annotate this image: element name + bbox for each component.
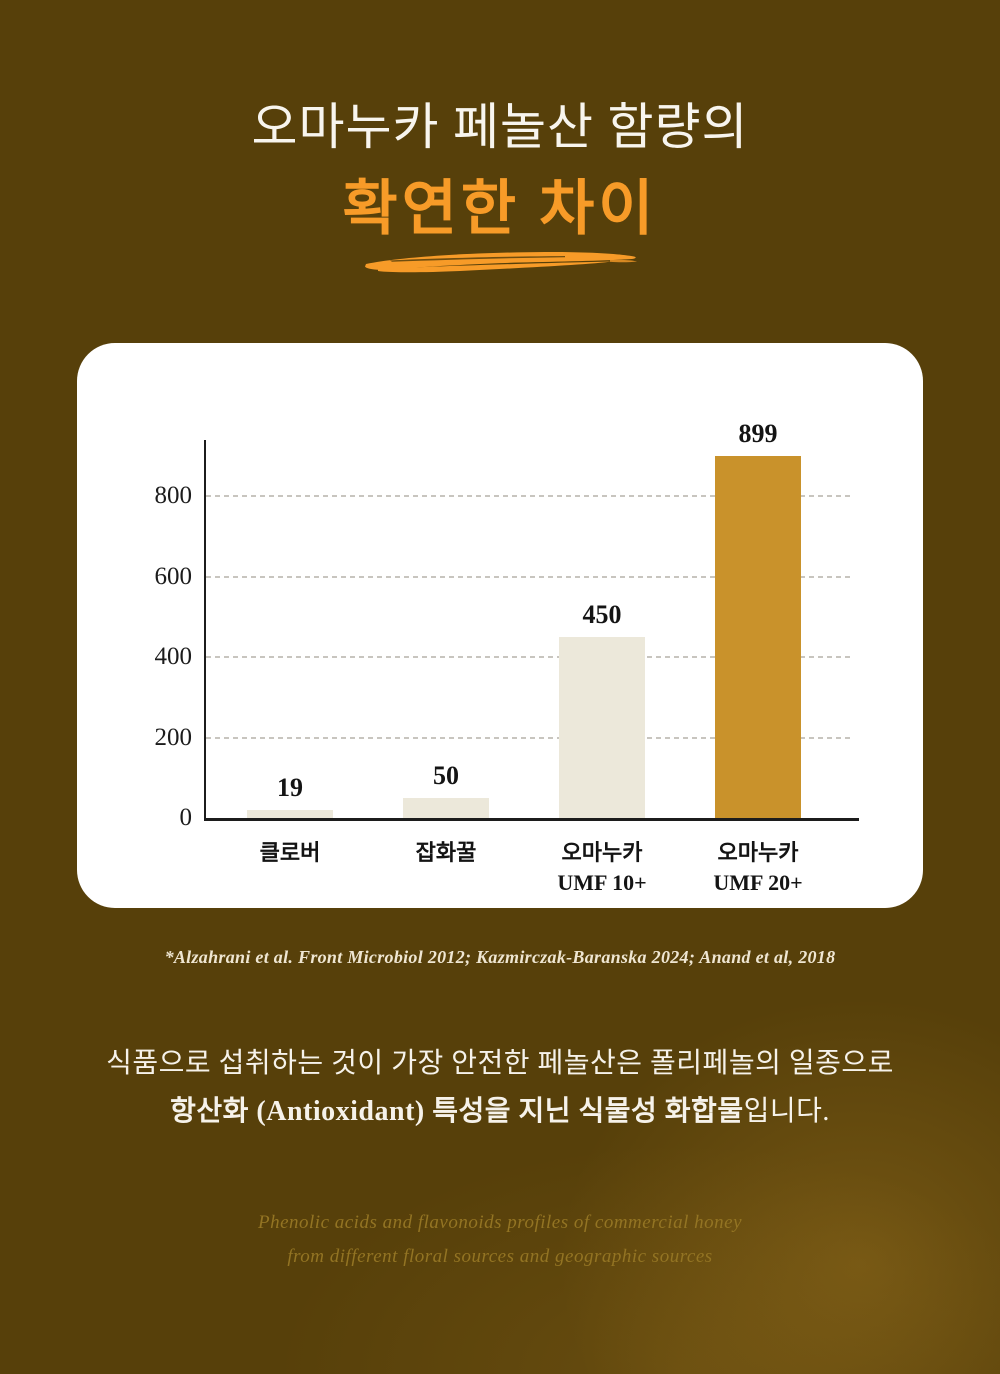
x-axis-line	[204, 818, 859, 821]
y-tick-label-0: 0	[179, 804, 193, 831]
x-category-label-3: 오마누카 UMF 10+	[517, 838, 687, 898]
footnote-line2: from different floral sources and geogra…	[287, 1246, 713, 1267]
footnote-line1: Phenolic acids and flavonoids profiles o…	[257, 1212, 743, 1233]
y-axis-line	[204, 440, 206, 821]
body-text-regular-segment: 입니다.	[743, 1096, 830, 1127]
x-category-label-line: UMF 10+	[557, 870, 647, 895]
bar-value-label-2: 50	[433, 760, 459, 790]
y-tick-label-800: 800	[154, 482, 193, 510]
gridline-800	[206, 495, 853, 498]
y-tick-label-600: 600	[154, 562, 193, 590]
bar-chart: 0 200 400 600 800 19 클로버 50 잡화꿀 450 오마누카 UMF 10+ 899…	[77, 343, 923, 908]
bar-1	[247, 810, 333, 818]
chart-card: 0 200 400 600 800 19 클로버 50 잡화꿀 450 오마누카 UMF 10+ 899…	[77, 343, 923, 908]
x-category-label-line: UMF 20+	[713, 870, 803, 895]
gridline-400	[206, 656, 853, 659]
y-tick-label-400: 400	[154, 643, 193, 671]
body-text-bold-segment: 항산화 (Antioxidant) 특성을 지닌 식물성 화합물	[170, 1096, 744, 1127]
x-category-label-line: 오마누카	[717, 840, 799, 865]
footnote-text: Phenolic acids and flavonoids profiles o…	[0, 1206, 1000, 1274]
bar-3	[559, 637, 645, 818]
bar-value-label-1: 19	[277, 773, 303, 803]
x-category-label-line: 오마누카	[561, 840, 643, 865]
body-text-line1: 식품으로 섭취하는 것이 가장 안전한 페놀산은 폴리페놀의 일종으로	[106, 1048, 894, 1079]
gridline-200	[206, 736, 853, 739]
x-category-label-line: 클로버	[259, 840, 321, 865]
bar-value-label-4: 899	[738, 419, 778, 449]
x-category-label-line: 잡화꿀	[415, 840, 477, 865]
y-tick-label-200: 200	[154, 723, 193, 751]
citation-text: *Alzahrani et al. Front Microbiol 2012; …	[164, 947, 836, 967]
x-category-label-2: 잡화꿀	[361, 838, 531, 868]
page-title: 오마누카 페놀산 함량의	[251, 99, 749, 155]
gridline-600	[206, 575, 853, 578]
x-category-label-1: 클로버	[205, 838, 375, 868]
bar-value-label-3: 450	[582, 600, 622, 630]
body-text-line2: 항산화 (Antioxidant) 특성을 지닌 식물성 화합물입니다.	[0, 1094, 1000, 1130]
x-category-label-4: 오마누카 UMF 20+	[673, 838, 843, 898]
brush-underline-icon	[365, 251, 637, 273]
bar-4	[715, 456, 801, 818]
page-title-highlight: 확연한 차이	[342, 176, 658, 242]
bar-2	[403, 797, 489, 818]
